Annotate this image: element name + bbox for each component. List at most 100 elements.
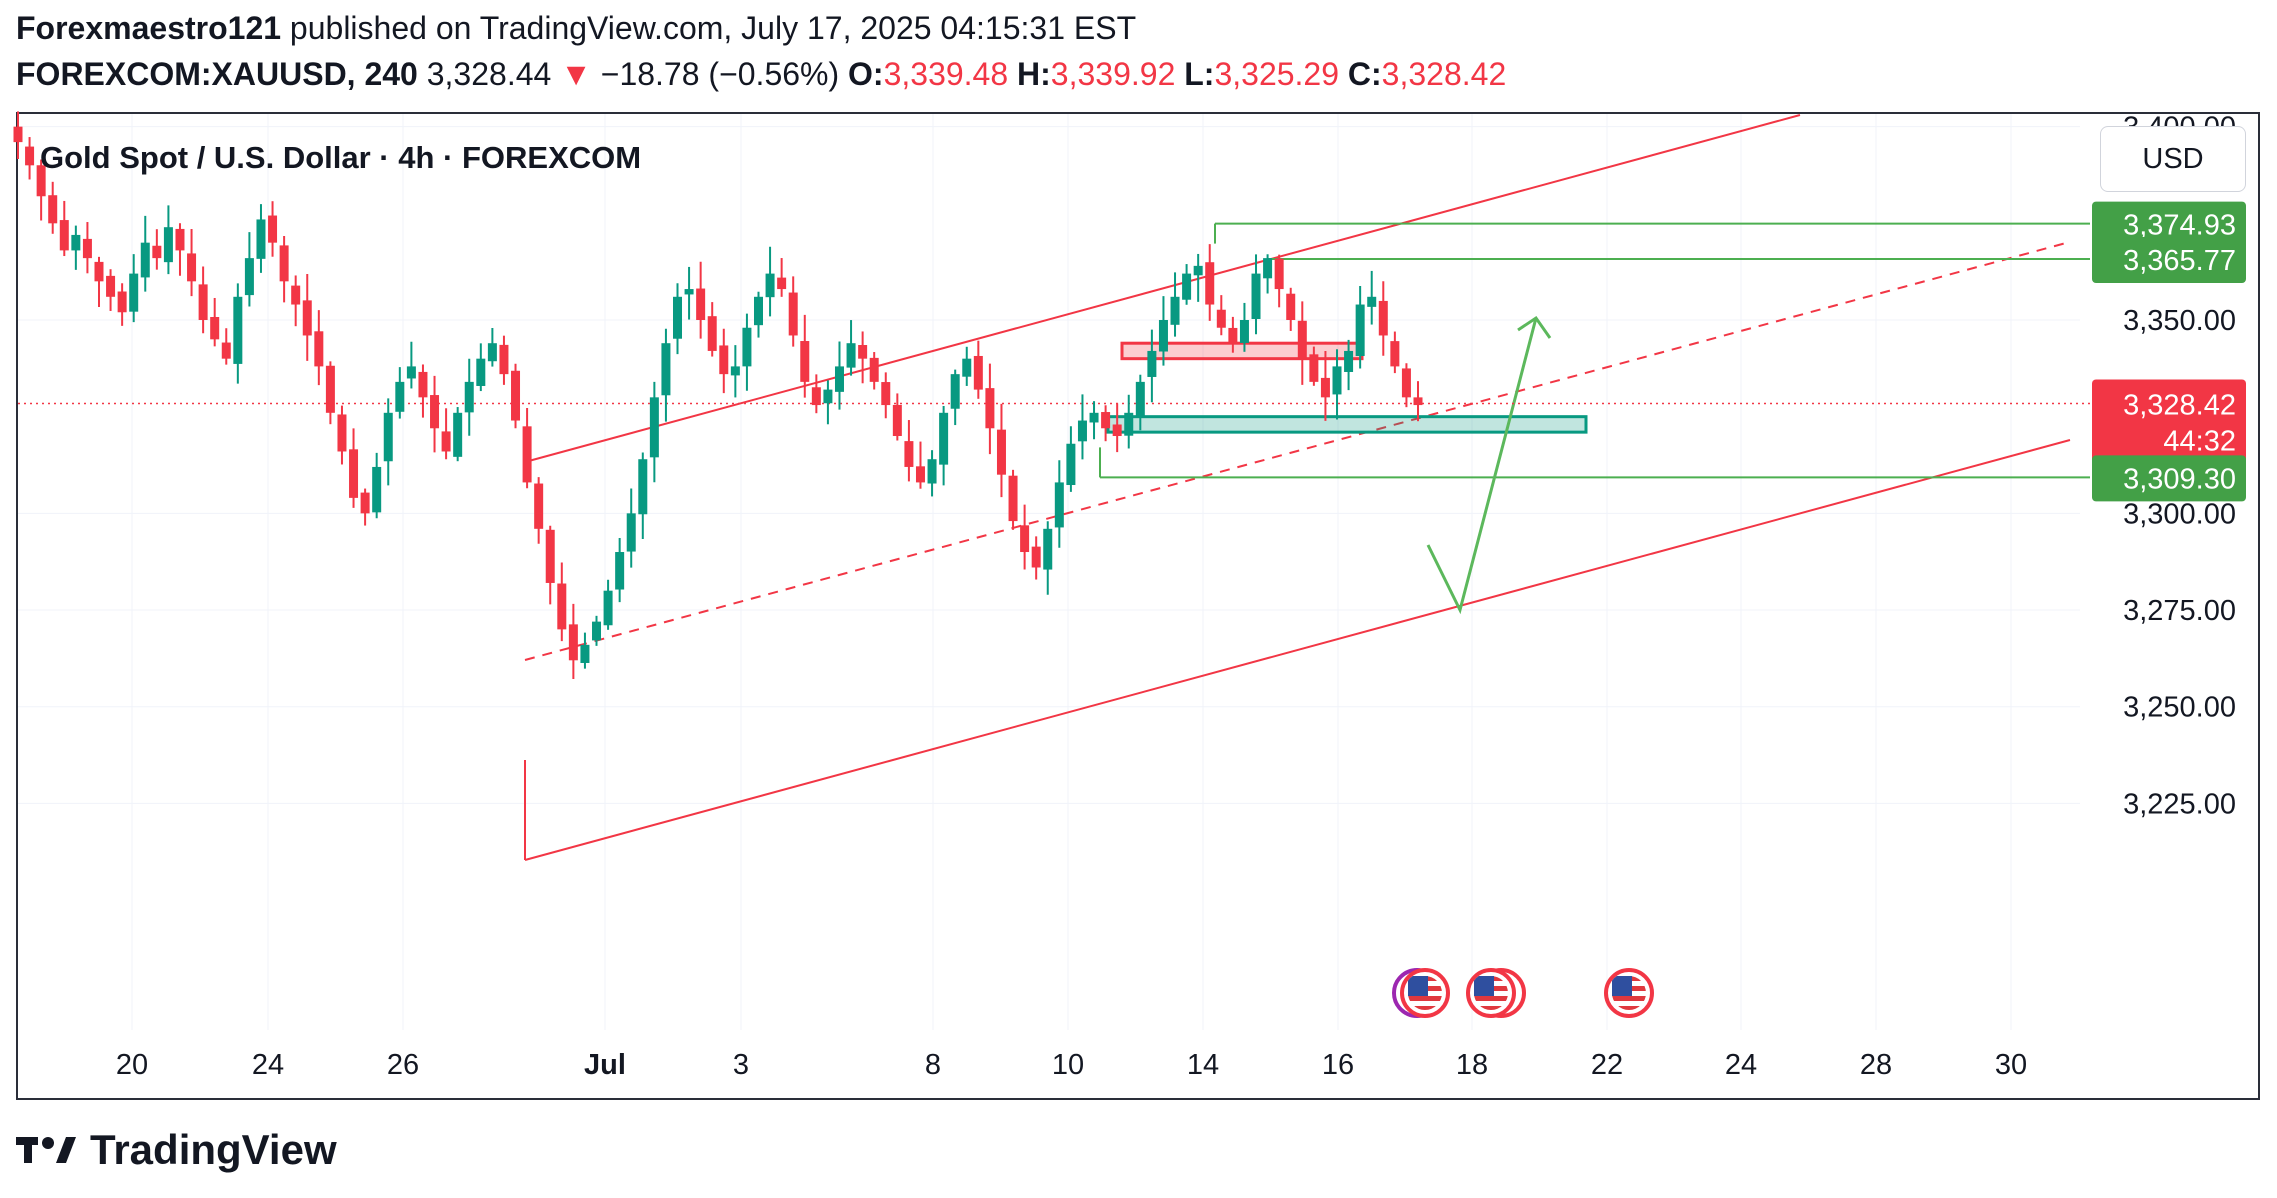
candle-body[interactable]: [1008, 475, 1018, 522]
candle-body[interactable]: [1135, 381, 1145, 418]
candle-body[interactable]: [858, 345, 868, 359]
candle-body[interactable]: [777, 277, 787, 290]
candle-body[interactable]: [707, 316, 717, 351]
candle-body[interactable]: [175, 228, 185, 251]
candle-body[interactable]: [152, 245, 162, 259]
candle-body[interactable]: [1228, 327, 1238, 344]
candle-body[interactable]: [314, 331, 324, 367]
candle-body[interactable]: [985, 388, 995, 429]
candle-body[interactable]: [811, 387, 821, 406]
candle-body[interactable]: [1297, 320, 1307, 359]
candle-body[interactable]: [406, 366, 416, 379]
candle-body[interactable]: [256, 219, 266, 259]
candle-body[interactable]: [603, 590, 613, 626]
candle-body[interactable]: [1332, 366, 1342, 395]
candle-body[interactable]: [441, 431, 451, 452]
candle-body[interactable]: [592, 621, 602, 641]
candle-body[interactable]: [1355, 304, 1365, 357]
candle-body[interactable]: [1216, 309, 1226, 328]
candle-body[interactable]: [1101, 412, 1111, 429]
candle-body[interactable]: [1378, 300, 1388, 336]
candle-body[interactable]: [1077, 420, 1087, 442]
candle-body[interactable]: [742, 327, 752, 367]
candle-body[interactable]: [638, 459, 648, 515]
channel-upper-line[interactable]: [524, 114, 1801, 463]
candles[interactable]: [13, 111, 1423, 679]
candle-body[interactable]: [349, 449, 359, 498]
candle-body[interactable]: [1390, 341, 1400, 367]
candle-body[interactable]: [927, 459, 937, 484]
candle-body[interactable]: [1286, 293, 1296, 320]
candle-body[interactable]: [950, 374, 960, 409]
candle-body[interactable]: [1020, 525, 1030, 553]
candle-body[interactable]: [545, 529, 555, 583]
candle-body[interactable]: [187, 253, 197, 282]
candle-body[interactable]: [973, 355, 983, 390]
candle-body[interactable]: [453, 412, 463, 457]
candle-body[interactable]: [904, 441, 914, 467]
support-zone[interactable]: [1106, 415, 1588, 434]
candle-body[interactable]: [71, 234, 81, 251]
candle-body[interactable]: [534, 483, 544, 529]
candle-body[interactable]: [580, 644, 590, 663]
candle-body[interactable]: [233, 296, 243, 364]
candle-body[interactable]: [939, 412, 949, 465]
candle-body[interactable]: [383, 412, 393, 462]
level-lines[interactable]: [18, 222, 2090, 615]
candle-body[interactable]: [788, 292, 798, 336]
candle-body[interactable]: [753, 296, 763, 326]
candle-body[interactable]: [268, 215, 278, 243]
candle-body[interactable]: [996, 429, 1006, 475]
candle-body[interactable]: [1043, 528, 1053, 570]
candle-body[interactable]: [1263, 258, 1273, 279]
projection-path[interactable]: [1426, 317, 1538, 615]
chart-frame[interactable]: [16, 112, 2260, 1100]
candle-body[interactable]: [1413, 397, 1423, 406]
candle-body[interactable]: [48, 195, 58, 224]
candle-body[interactable]: [94, 261, 104, 282]
candle-body[interactable]: [881, 382, 891, 406]
author-name[interactable]: Forexmaestro121: [16, 10, 282, 46]
candle-body[interactable]: [25, 146, 35, 166]
candle-body[interactable]: [511, 370, 521, 421]
candle-body[interactable]: [325, 365, 335, 413]
candle-body[interactable]: [684, 289, 694, 295]
candle-body[interactable]: [1066, 443, 1076, 486]
candle-body[interactable]: [765, 273, 775, 298]
candle-body[interactable]: [291, 285, 301, 305]
candle-body[interactable]: [337, 414, 347, 452]
candle-body[interactable]: [430, 395, 440, 429]
candle-body[interactable]: [129, 273, 139, 312]
candle-body[interactable]: [1089, 412, 1099, 423]
candle-body[interactable]: [36, 165, 46, 197]
candle-body[interactable]: [464, 381, 474, 413]
candle-body[interactable]: [557, 583, 567, 630]
candle-body[interactable]: [568, 624, 578, 661]
candle-body[interactable]: [1274, 258, 1284, 290]
candle-body[interactable]: [106, 275, 116, 297]
channel-lower-line[interactable]: [524, 439, 2071, 861]
candle-body[interactable]: [140, 242, 150, 278]
tradingview-footer[interactable]: TradingView: [16, 1126, 337, 1174]
candle-body[interactable]: [418, 371, 428, 398]
candle-body[interactable]: [1170, 296, 1180, 325]
candle-body[interactable]: [1320, 377, 1330, 398]
candle-body[interactable]: [1124, 412, 1134, 436]
us-flag-event-icon[interactable]: [1466, 968, 1516, 1018]
candle-body[interactable]: [395, 381, 405, 412]
candle-body[interactable]: [1205, 262, 1215, 305]
candle-body[interactable]: [892, 404, 902, 437]
candle-body[interactable]: [649, 397, 659, 458]
candle-body[interactable]: [661, 343, 671, 396]
candle-body[interactable]: [869, 357, 879, 382]
us-flag-event-icon[interactable]: [1400, 968, 1450, 1018]
candle-body[interactable]: [1367, 296, 1377, 307]
candle-body[interactable]: [279, 245, 289, 282]
candle-body[interactable]: [673, 296, 683, 339]
candle-body[interactable]: [1147, 350, 1157, 377]
candle-body[interactable]: [82, 238, 92, 259]
candle-body[interactable]: [615, 552, 625, 590]
channel-mid-line[interactable]: [524, 242, 2067, 661]
candle-body[interactable]: [198, 284, 208, 320]
